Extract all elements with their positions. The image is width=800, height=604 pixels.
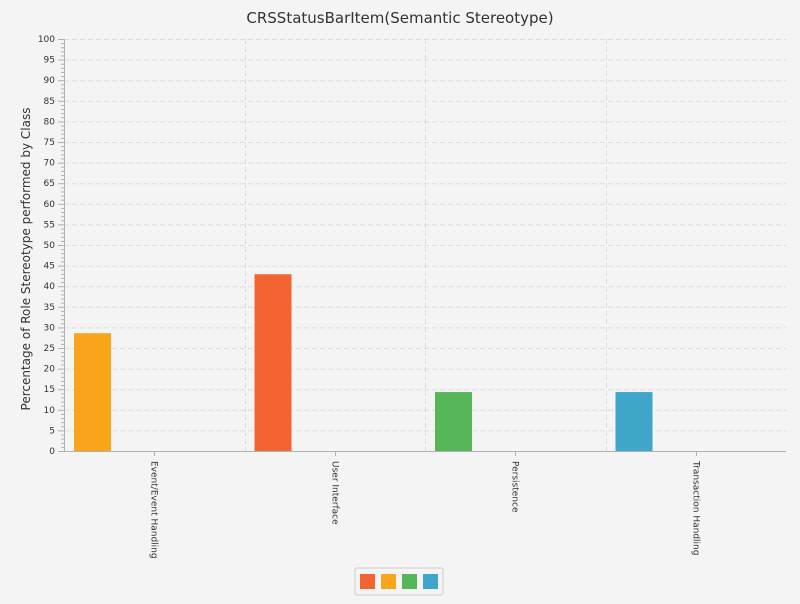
y-tick-label: 35: [44, 303, 55, 313]
y-tick-label: 95: [44, 56, 55, 66]
x-category-label: Persistence: [510, 461, 520, 513]
y-tick-label: 55: [44, 220, 55, 230]
y-axis-ticks: 0 5 10 15 20 25 30 35 40 45 50 55 60 65 70 75 80 85 90 95 10…: [38, 35, 64, 457]
bar-event-event-handling[interactable]: [74, 333, 111, 451]
legend-swatch[interactable]: [381, 574, 396, 589]
y-tick-label: 85: [44, 97, 55, 107]
bar-user-interface[interactable]: [254, 274, 292, 451]
y-axis-label: Percentage of Role Stereotype performed …: [19, 108, 33, 411]
bar-transaction-handling[interactable]: [615, 392, 653, 451]
legend[interactable]: [354, 567, 444, 596]
legend-swatch[interactable]: [360, 574, 375, 589]
x-axis-category-labels: Event/Event Handling User Interface Persis…: [149, 451, 701, 559]
y-tick-label: 100: [38, 35, 55, 45]
y-tick-label: 65: [44, 179, 55, 189]
x-category-label: Event/Event Handling: [149, 461, 159, 559]
x-category-label: User Interface: [330, 461, 340, 525]
y-tick-label: 80: [44, 117, 56, 127]
y-tick-label: 90: [44, 76, 56, 86]
y-tick-label: 5: [49, 426, 55, 436]
y-tick-label: 20: [44, 365, 56, 375]
chart-title: CRSStatusBarItem(Semantic Stereotype): [246, 9, 553, 27]
legend-box: [354, 567, 444, 596]
legend-swatch[interactable]: [402, 574, 417, 589]
y-tick-label: 25: [44, 344, 55, 354]
y-tick-label: 75: [44, 138, 55, 148]
gridlines: [64, 39, 786, 451]
y-tick-label: 50: [44, 241, 56, 251]
axes: [64, 39, 786, 452]
y-tick-label: 40: [44, 282, 56, 292]
legend-swatch[interactable]: [423, 574, 438, 589]
y-tick-label: 45: [44, 262, 55, 272]
x-category-label: Transaction Handling: [691, 460, 701, 555]
y-tick-label: 60: [44, 200, 56, 210]
bars: [74, 274, 653, 451]
y-tick-label: 70: [44, 159, 56, 169]
y-tick-label: 0: [49, 447, 55, 457]
y-tick-label: 30: [44, 323, 56, 333]
y-tick-label: 10: [44, 406, 56, 416]
bar-persistence[interactable]: [435, 392, 472, 451]
y-tick-label: 15: [44, 385, 55, 395]
